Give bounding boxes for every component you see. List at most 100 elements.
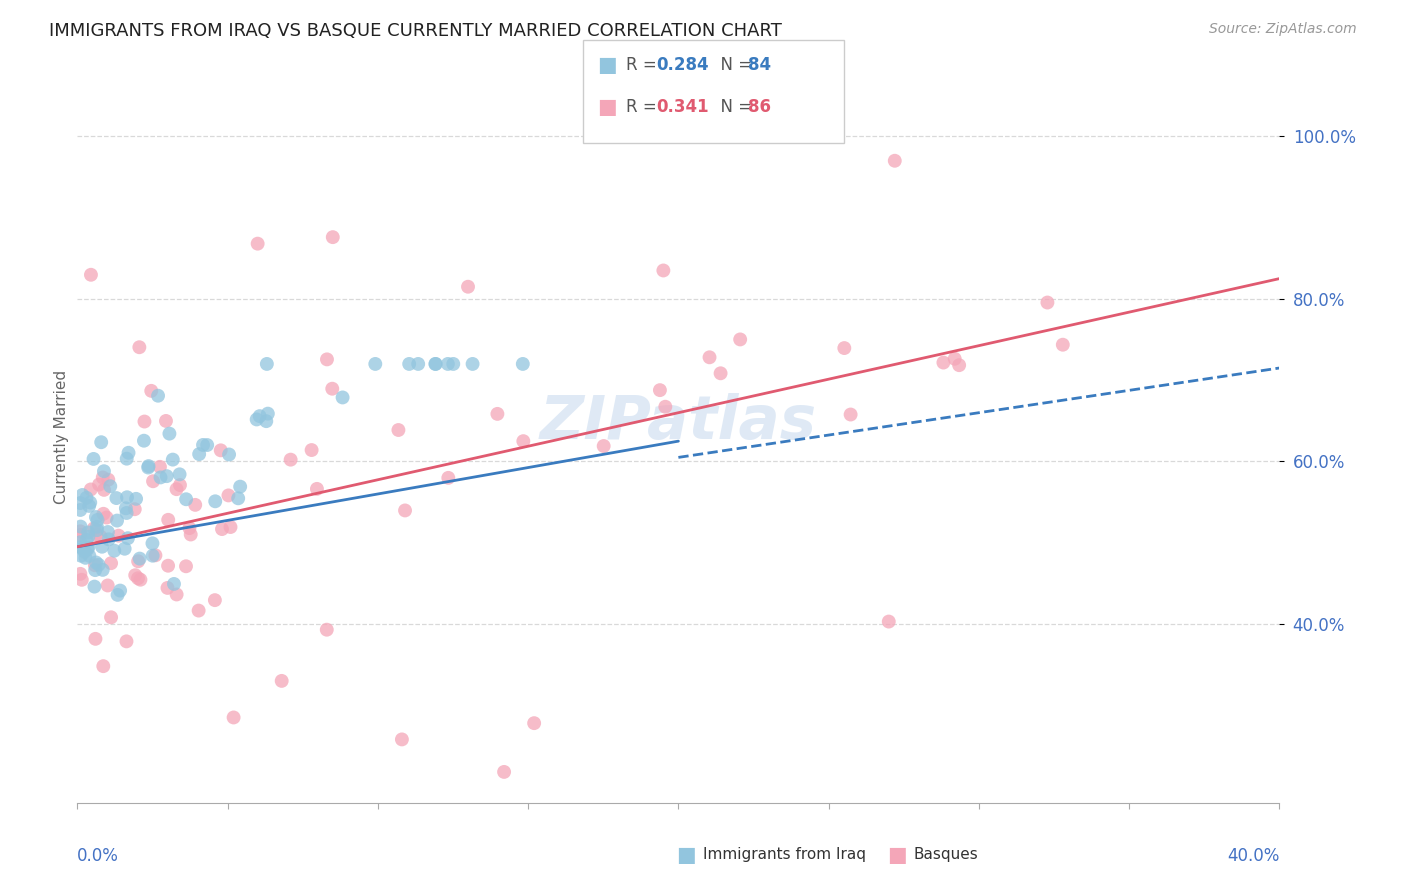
Point: [69, 519, 91, 533]
Point: [84, 556, 107, 570]
Point: [80, 483, 103, 497]
Point: [654, 400, 676, 414]
Point: [86, 523, 108, 537]
Text: 0.0%: 0.0%: [77, 847, 120, 865]
Point: [226, 491, 249, 506]
Point: [187, 603, 209, 617]
Point: [699, 351, 721, 365]
Point: [316, 352, 339, 367]
Point: [80, 268, 103, 282]
Point: [69, 524, 91, 539]
Point: [105, 491, 128, 505]
Point: [93, 507, 115, 521]
Point: [179, 521, 201, 535]
Point: [72, 488, 94, 502]
Point: [115, 634, 138, 648]
Point: [218, 448, 240, 462]
Point: [97, 533, 120, 547]
Point: [222, 710, 245, 724]
Point: [138, 459, 160, 474]
Point: [107, 588, 129, 602]
Point: [69, 535, 91, 549]
Point: [461, 357, 484, 371]
Point: [839, 408, 862, 422]
Point: [169, 467, 191, 482]
Point: [115, 506, 138, 520]
Point: [76, 491, 98, 505]
Point: [301, 443, 323, 458]
Text: Basques: Basques: [914, 847, 979, 862]
Text: Immigrants from Iraq: Immigrants from Iraq: [703, 847, 866, 862]
Point: [87, 477, 110, 491]
Point: [77, 541, 100, 555]
Point: [84, 510, 107, 524]
Point: [70, 573, 93, 587]
Point: [157, 513, 180, 527]
Point: [117, 531, 139, 545]
Point: [87, 558, 110, 572]
Text: ■: ■: [598, 97, 617, 117]
Point: [425, 357, 447, 371]
Text: N =: N =: [710, 98, 758, 116]
Point: [883, 153, 905, 168]
Point: [124, 502, 146, 516]
Text: ■: ■: [887, 845, 907, 864]
Point: [69, 540, 91, 554]
Point: [166, 587, 188, 601]
Point: [1052, 337, 1074, 351]
Point: [174, 492, 197, 507]
Point: [146, 389, 169, 403]
Point: [72, 541, 94, 556]
Text: ■: ■: [676, 845, 696, 864]
Point: [486, 407, 509, 421]
Point: [437, 357, 460, 371]
Point: [93, 464, 115, 478]
Text: ■: ■: [598, 55, 617, 75]
Point: [592, 439, 614, 453]
Point: [219, 520, 242, 534]
Point: [156, 581, 179, 595]
Point: [184, 498, 207, 512]
Point: [257, 407, 280, 421]
Point: [425, 357, 447, 371]
Point: [191, 438, 214, 452]
Point: [96, 510, 118, 524]
Point: [229, 480, 252, 494]
Point: [332, 391, 354, 405]
Point: [76, 533, 98, 547]
Text: N =: N =: [710, 56, 758, 74]
Point: [115, 451, 138, 466]
Point: [195, 438, 218, 452]
Point: [114, 541, 136, 556]
Point: [162, 452, 184, 467]
Point: [280, 452, 302, 467]
Point: [246, 412, 269, 426]
Point: [107, 529, 129, 543]
Point: [86, 520, 108, 534]
Point: [156, 469, 179, 483]
Point: [128, 340, 150, 354]
Point: [142, 475, 165, 489]
Point: [108, 583, 131, 598]
Point: [76, 542, 98, 557]
Point: [710, 366, 733, 380]
Point: [652, 263, 675, 277]
Point: [70, 549, 93, 563]
Point: [249, 409, 271, 424]
Point: [84, 563, 107, 577]
Point: [315, 623, 337, 637]
Point: [105, 514, 128, 528]
Point: [100, 610, 122, 624]
Point: [163, 577, 186, 591]
Point: [127, 554, 149, 568]
Point: [77, 499, 100, 513]
Point: [97, 473, 120, 487]
Point: [155, 414, 177, 428]
Text: 84: 84: [748, 56, 770, 74]
Point: [84, 632, 107, 646]
Point: [77, 525, 100, 540]
Point: [246, 236, 269, 251]
Text: 40.0%: 40.0%: [1227, 847, 1279, 865]
Y-axis label: Currently Married: Currently Married: [53, 370, 69, 504]
Point: [124, 568, 146, 582]
